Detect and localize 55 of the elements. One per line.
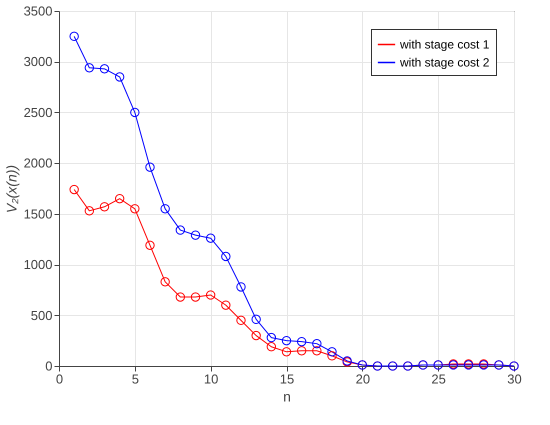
point — [176, 292, 186, 302]
point — [114, 72, 124, 82]
point — [236, 282, 246, 292]
x-tick-label: 5 — [132, 372, 139, 386]
point — [327, 351, 337, 361]
point — [251, 314, 261, 324]
x-tick-label: 25 — [431, 372, 446, 386]
point — [100, 64, 110, 74]
point — [69, 184, 79, 194]
point — [282, 336, 292, 346]
y-tick-label: 1500 — [24, 206, 52, 222]
point — [190, 292, 200, 302]
x-tick-label: 20 — [356, 372, 370, 386]
point — [84, 206, 94, 216]
point — [266, 342, 276, 352]
point — [84, 63, 94, 72]
x-axis-title: n — [283, 388, 291, 404]
point — [176, 225, 186, 235]
point — [296, 346, 306, 356]
point — [251, 330, 261, 340]
point — [160, 204, 170, 214]
y-tick-label: 3500 — [24, 4, 52, 18]
y-tick-label: 3000 — [24, 54, 52, 70]
point — [145, 240, 155, 250]
legend-label: with stage cost 2 — [399, 56, 490, 70]
point — [190, 230, 200, 240]
point — [130, 108, 140, 118]
x-tick-label: 30 — [507, 372, 522, 386]
point — [296, 336, 306, 346]
point — [130, 204, 140, 214]
y-tick-label: 2500 — [24, 104, 52, 120]
point — [206, 290, 216, 300]
point — [221, 252, 231, 262]
x-tick-label: 10 — [204, 372, 218, 386]
x-tick-label: 15 — [280, 372, 294, 386]
point — [145, 162, 155, 172]
point — [327, 347, 337, 356]
y-tick-label: 2000 — [24, 156, 52, 171]
point — [100, 202, 110, 212]
point — [114, 194, 124, 204]
point — [266, 332, 276, 342]
y-tick-label: 0 — [45, 358, 52, 374]
point — [160, 277, 170, 286]
point — [312, 346, 322, 356]
y-tick-label: 500 — [30, 308, 52, 323]
point — [69, 32, 79, 42]
point — [206, 234, 216, 243]
x-tick-label: 0 — [56, 372, 64, 386]
y-tick-label: 1000 — [24, 257, 52, 272]
legend-label: with stage cost 1 — [399, 38, 490, 52]
point — [282, 347, 292, 356]
y-axis-title: V₂(x(n)) — [4, 164, 20, 214]
point — [236, 316, 246, 326]
point — [312, 339, 322, 348]
point — [221, 300, 231, 310]
